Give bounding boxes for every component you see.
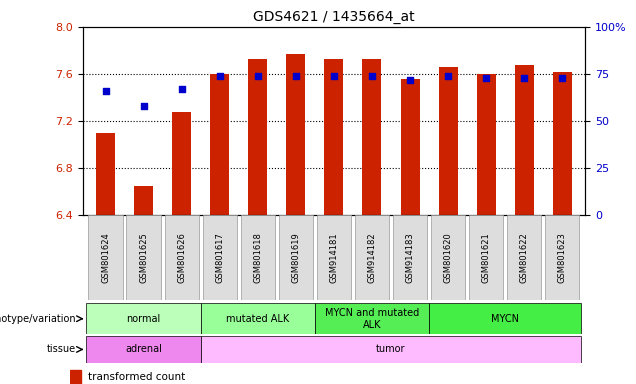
Text: MYCN: MYCN: [491, 314, 519, 324]
Bar: [134, 185, 153, 215]
Point: [519, 74, 529, 81]
FancyBboxPatch shape: [545, 215, 579, 300]
Text: mutated ALK: mutated ALK: [226, 314, 289, 324]
FancyBboxPatch shape: [165, 215, 199, 300]
FancyBboxPatch shape: [507, 215, 541, 300]
Text: GSM801618: GSM801618: [253, 232, 262, 283]
Bar: [286, 54, 305, 215]
Point: [481, 74, 491, 81]
Text: GSM914181: GSM914181: [329, 232, 338, 283]
Text: GSM801624: GSM801624: [101, 232, 110, 283]
Text: GSM801626: GSM801626: [177, 232, 186, 283]
Text: GSM801617: GSM801617: [215, 232, 225, 283]
Bar: [401, 79, 420, 215]
Point: [367, 73, 377, 79]
Point: [139, 103, 149, 109]
FancyBboxPatch shape: [201, 336, 581, 363]
FancyBboxPatch shape: [469, 215, 503, 300]
Point: [214, 73, 225, 79]
FancyBboxPatch shape: [127, 215, 161, 300]
Point: [100, 88, 111, 94]
FancyBboxPatch shape: [86, 336, 201, 363]
Bar: [96, 133, 115, 215]
Point: [177, 86, 187, 92]
Point: [557, 74, 567, 81]
FancyBboxPatch shape: [240, 215, 275, 300]
Text: GSM801619: GSM801619: [291, 232, 300, 283]
FancyBboxPatch shape: [317, 215, 351, 300]
Text: tumor: tumor: [377, 344, 406, 354]
Bar: [439, 67, 458, 215]
Bar: [172, 111, 191, 215]
FancyBboxPatch shape: [203, 215, 237, 300]
Bar: [553, 71, 572, 215]
FancyBboxPatch shape: [86, 303, 201, 334]
Text: GSM801620: GSM801620: [443, 232, 453, 283]
FancyBboxPatch shape: [429, 303, 581, 334]
Text: GSM801623: GSM801623: [558, 232, 567, 283]
FancyBboxPatch shape: [201, 303, 315, 334]
Point: [252, 73, 263, 79]
Point: [443, 73, 453, 79]
FancyBboxPatch shape: [431, 215, 465, 300]
Text: GSM801625: GSM801625: [139, 232, 148, 283]
Bar: [324, 59, 343, 215]
Text: genotype/variation: genotype/variation: [0, 314, 76, 324]
FancyBboxPatch shape: [355, 215, 389, 300]
Title: GDS4621 / 1435664_at: GDS4621 / 1435664_at: [253, 10, 415, 25]
Text: tissue: tissue: [47, 344, 76, 354]
Text: adrenal: adrenal: [125, 344, 162, 354]
Point: [405, 76, 415, 83]
Point: [329, 73, 339, 79]
Text: normal: normal: [127, 314, 161, 324]
Text: GSM801621: GSM801621: [481, 232, 490, 283]
Bar: [70, 370, 81, 384]
FancyBboxPatch shape: [279, 215, 313, 300]
FancyBboxPatch shape: [88, 215, 123, 300]
Text: GSM914182: GSM914182: [368, 232, 377, 283]
Text: transformed count: transformed count: [88, 372, 185, 382]
Text: GSM914183: GSM914183: [406, 232, 415, 283]
FancyBboxPatch shape: [393, 215, 427, 300]
Bar: [248, 59, 267, 215]
Bar: [515, 65, 534, 215]
Bar: [363, 59, 382, 215]
FancyBboxPatch shape: [315, 303, 429, 334]
Bar: [476, 74, 495, 215]
Text: GSM801622: GSM801622: [520, 232, 529, 283]
Text: MYCN and mutated
ALK: MYCN and mutated ALK: [325, 308, 419, 329]
Bar: [210, 74, 229, 215]
Point: [291, 73, 301, 79]
